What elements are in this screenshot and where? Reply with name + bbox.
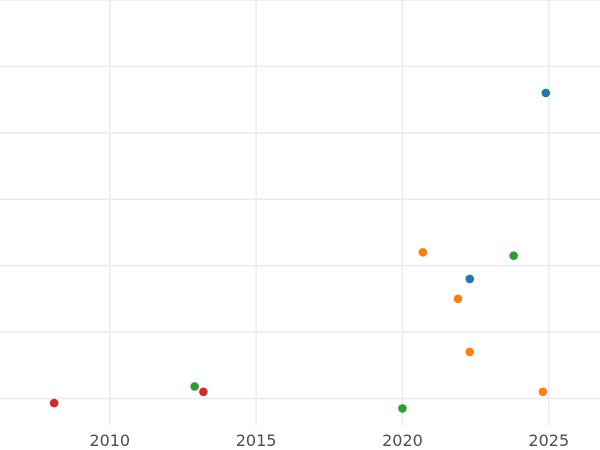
- data-point: [453, 294, 463, 304]
- data-point: [541, 88, 551, 98]
- data-point: [199, 387, 208, 397]
- data-point: [538, 387, 548, 397]
- data-points: [49, 88, 551, 413]
- x-tick-label: 2015: [236, 431, 277, 450]
- x-axis-tick-labels: 2010 2015 2020 2025: [89, 431, 569, 450]
- data-point: [398, 404, 407, 413]
- x-tick-label: 2010: [89, 431, 130, 450]
- data-point: [49, 398, 59, 408]
- data-point: [418, 248, 428, 257]
- data-point: [509, 251, 518, 260]
- x-tick-label: 2020: [382, 431, 423, 450]
- grid: [0, 0, 600, 425]
- data-point: [190, 382, 199, 391]
- data-point: [465, 274, 475, 284]
- x-tick-label: 2025: [528, 431, 569, 450]
- data-point: [465, 347, 475, 357]
